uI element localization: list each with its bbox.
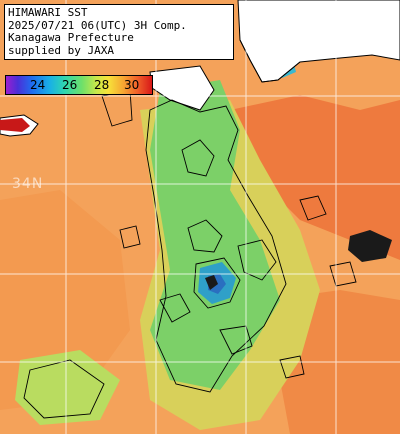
cool-water-tongue <box>150 80 280 390</box>
caption-region: Kanagawa Prefecture <box>8 31 134 44</box>
caption-source: supplied by JAXA <box>8 43 114 57</box>
colorbar-tick-30: 30 <box>124 78 140 92</box>
latitude-label-34n: 34N <box>12 176 44 192</box>
map-caption: HIMAWARI SST 2025/07/21 06(UTC) 3H Comp.… <box>4 4 234 60</box>
caption-title: HIMAWARI SST <box>8 6 88 19</box>
warm-water-east <box>230 95 400 260</box>
caption-datetime: 2025/07/21 06(UTC) 3H Comp. <box>8 18 187 32</box>
colorbar-tick-24: 24 <box>30 78 46 92</box>
cloud-patch-bay <box>205 275 218 290</box>
colorbar-tick-28: 28 <box>94 78 110 92</box>
temperature-colorbar: 24 26 28 30 <box>5 75 153 95</box>
temperature-contours <box>23 39 357 419</box>
colorbar-tick-26: 26 <box>62 78 78 92</box>
cloud-patch-east <box>348 230 392 262</box>
hot-spot-west <box>0 118 30 132</box>
warm-water-west <box>0 190 130 410</box>
